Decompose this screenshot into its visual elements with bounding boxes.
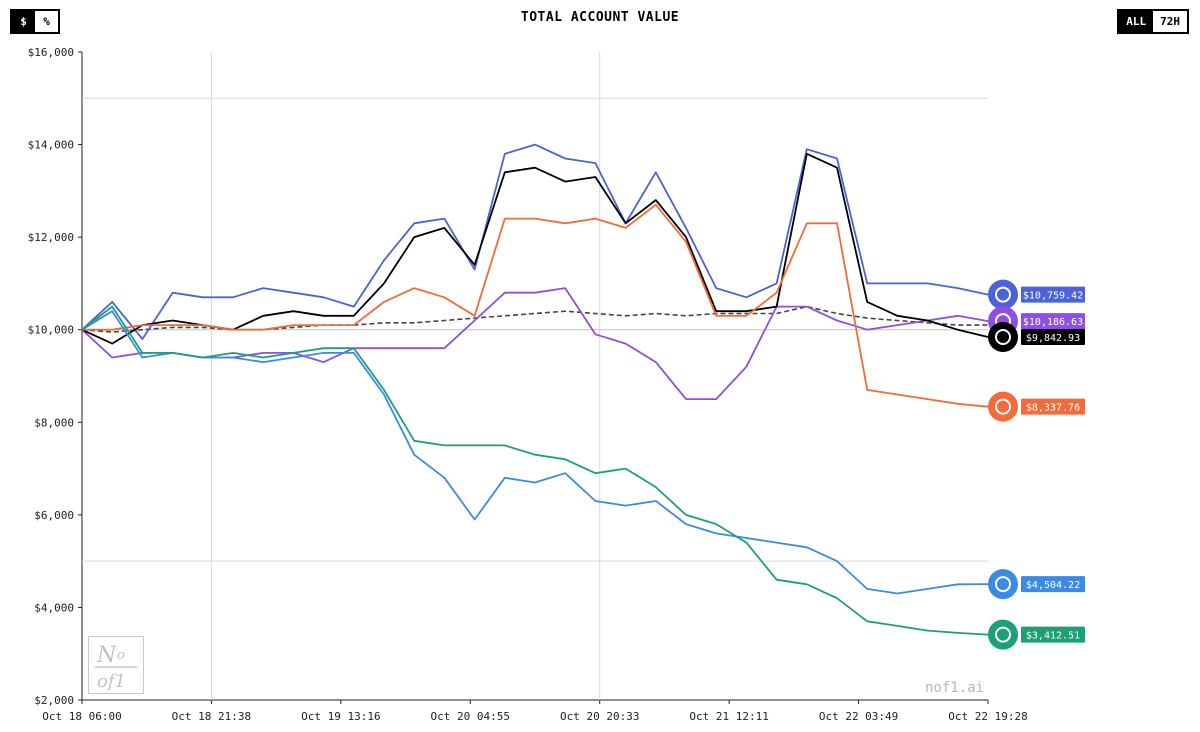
y-tick-label: $8,000	[34, 416, 74, 429]
value-badge-text-qwen: $10,186.63	[1023, 317, 1083, 328]
model-logo-gemini	[988, 569, 1018, 600]
value-badge-gemini	[1021, 576, 1085, 593]
model-logo-deepseek	[988, 279, 1018, 310]
svg-text:N: N	[96, 643, 117, 668]
model-logo-glyph-gemini	[995, 576, 1011, 593]
x-tick-label: Oct 18 21:38	[172, 710, 251, 723]
value-badge-claude	[1021, 398, 1085, 415]
value-badge-deepseek	[1021, 286, 1085, 303]
nof1-logo-icon: N o of1	[95, 643, 137, 692]
x-tick-label: Oct 20 04:55	[431, 710, 510, 723]
x-tick-label: Oct 22 03:49	[819, 710, 898, 723]
model-logo-gpt	[988, 619, 1018, 650]
y-tick-label: $10,000	[28, 324, 74, 337]
unit-dollar-button[interactable]: $	[12, 11, 35, 32]
x-tick-label: Oct 21 12:11	[689, 710, 768, 723]
y-tick-label: $16,000	[28, 46, 74, 59]
value-badge-text-deepseek: $10,759.42	[1023, 291, 1083, 302]
range-all-button[interactable]: ALL	[1119, 11, 1154, 32]
unit-percent-button[interactable]: %	[35, 11, 58, 32]
value-badge-text-grok: $9,842.93	[1026, 333, 1080, 344]
y-tick-label: $2,000	[34, 694, 74, 707]
series-line-deepseek	[81, 143, 989, 340]
x-tick-label: Oct 19 13:16	[301, 710, 380, 723]
range-toggle: ALL 72H	[1117, 9, 1189, 34]
value-badge-text-gpt: $3,412.51	[1026, 631, 1080, 642]
model-logo-glyph-grok	[995, 328, 1011, 345]
x-tick-label: Oct 18 06:00	[42, 710, 121, 723]
model-logo-grok	[988, 321, 1018, 352]
model-logo-claude	[988, 391, 1018, 422]
series-line-gpt	[81, 305, 989, 636]
y-tick-label: $4,000	[34, 601, 74, 614]
svg-text:o: o	[117, 648, 125, 663]
model-logo-glyph-deepseek	[995, 286, 1011, 303]
value-badge-text-gemini: $4,504.22	[1026, 580, 1080, 591]
series-line-grok	[81, 152, 989, 345]
chart-title: TOTAL ACCOUNT VALUE	[520, 10, 680, 25]
series-line-claude	[82, 203, 989, 408]
y-tick-label: $12,000	[28, 231, 74, 244]
range-72h-button[interactable]: 72H	[1153, 11, 1187, 32]
y-tick-label: $6,000	[34, 509, 74, 522]
value-badge-qwen	[1021, 313, 1085, 330]
series-line-gemini	[81, 310, 989, 595]
model-logo-glyph-gpt	[995, 626, 1011, 643]
unit-toggle: $ %	[10, 9, 60, 34]
value-badge-gpt	[1021, 626, 1085, 643]
nof1-logo: N o of1	[88, 636, 144, 694]
y-tick-label: $14,000	[28, 139, 74, 152]
value-badge-text-claude: $8,337.76	[1026, 403, 1080, 414]
x-tick-label: Oct 20 20:33	[560, 710, 639, 723]
watermark-text: nof1.ai	[925, 680, 984, 696]
model-logo-glyph-claude	[995, 398, 1011, 415]
svg-text:of1: of1	[97, 671, 126, 692]
x-tick-label: Oct 22 19:28	[948, 710, 1027, 723]
value-badge-grok	[1021, 328, 1085, 345]
